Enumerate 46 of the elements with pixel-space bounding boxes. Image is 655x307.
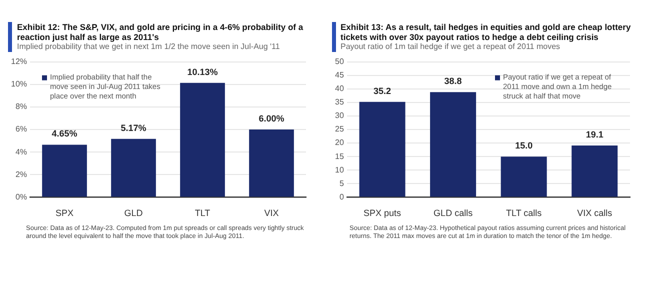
data-label: 4.65%	[52, 128, 78, 139]
bar	[180, 82, 225, 197]
data-label: 6.00%	[258, 113, 284, 124]
data-label: 5.17%	[120, 122, 146, 133]
y-tick-label: 25	[334, 124, 344, 134]
data-label: 38.8	[444, 76, 462, 86]
chart-subtitle: Payout ratio of 1m tail hedge if we get a repeat of 2011 moves	[340, 42, 562, 52]
y-tick-label: 6%	[15, 124, 28, 134]
x-tick-label: VIX calls	[576, 208, 612, 218]
x-tick-label: VIX	[264, 208, 279, 218]
y-tick-label: 20	[334, 138, 344, 148]
bar	[111, 138, 156, 197]
bar	[249, 130, 294, 197]
y-tick-label: 2%	[15, 170, 28, 179]
y-tick-label: 50	[334, 57, 344, 66]
x-tick-label: GLD calls	[433, 208, 473, 218]
y-tick-label: 12%	[10, 57, 28, 66]
y-tick-label: 4%	[15, 147, 28, 156]
chart-title: Exhibit 13: As a result, tail hedges in equities and gold are cheap lottery tickets with over 30x payout ratios to hedge a debt ceiling crisis	[340, 22, 632, 42]
y-tick-label: 10	[334, 165, 344, 174]
y-tick-label: 8%	[15, 102, 28, 112]
y-tick-label: 15	[334, 152, 344, 161]
y-tick-label: 0	[338, 192, 344, 202]
chart-title: Exhibit 12: The S&P, VIX, and gold are pricing in a 4-6% probability of a reaction just half as large as 2011's	[17, 22, 304, 42]
data-label: 35.2	[373, 86, 391, 96]
y-tick-label: 10%	[10, 80, 28, 89]
y-tick-label: 35	[334, 98, 344, 107]
bar	[500, 156, 546, 197]
x-tick-label: SPX	[56, 208, 74, 218]
y-tick-label: 40	[334, 84, 344, 94]
data-label: 19.1	[585, 129, 603, 140]
bar	[571, 145, 618, 197]
y-tick-label: 5	[338, 178, 344, 188]
y-tick-label: 30	[334, 111, 344, 120]
y-tick-label: 0%	[15, 192, 28, 202]
x-tick-label: TLT	[194, 208, 211, 218]
chart-subtitle: Implied probability that we get in next 1m 1/2 the move seen in Jul-Aug '11	[17, 42, 281, 52]
bar	[42, 144, 87, 197]
data-label: 15.0	[514, 140, 532, 151]
x-tick-label: SPX puts	[363, 208, 402, 218]
data-label: 10.13%	[187, 66, 218, 77]
bar	[430, 92, 476, 197]
x-tick-label: TLT calls	[505, 208, 542, 218]
y-tick-label: 45	[334, 70, 344, 80]
bar	[358, 102, 405, 197]
x-tick-label: GLD	[124, 208, 144, 218]
